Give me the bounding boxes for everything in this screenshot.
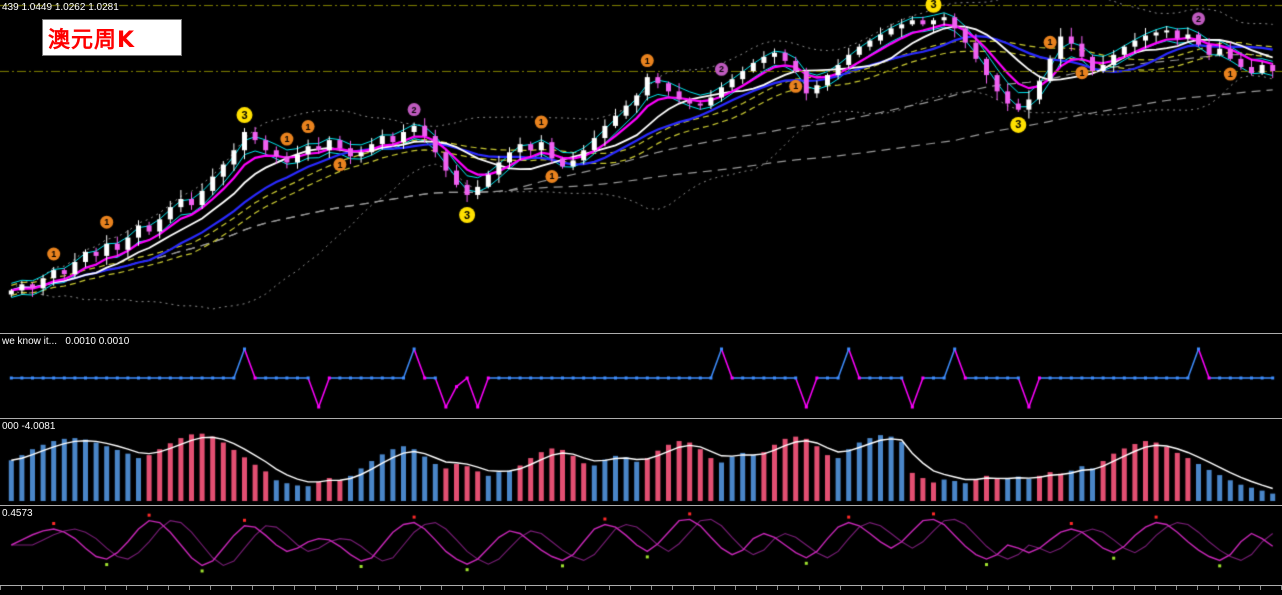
semaphore-indicator-panel: we know it... 0.0010 0.0010: [0, 334, 1282, 418]
main-price-panel: 439 1.0449 1.0262 1.0281 澳元周K: [0, 0, 1282, 333]
panel-separator[interactable]: [0, 333, 1282, 334]
time-axis[interactable]: [0, 585, 1282, 595]
panel-separator[interactable]: [0, 505, 1282, 506]
histogram-indicator-panel: 000 -4.0081: [0, 419, 1282, 505]
oscillator-indicator-canvas[interactable]: [0, 506, 1282, 585]
chart-title: 澳元周K: [48, 27, 136, 53]
oscillator-indicator-panel: 0.4573: [0, 506, 1282, 585]
time-axis-ticks: [0, 586, 1282, 590]
histogram-indicator-canvas[interactable]: [0, 419, 1282, 505]
histogram-indicator-label: 000 -4.0081: [2, 421, 56, 432]
semaphore-indicator-label: we know it... 0.0010 0.0010: [2, 336, 130, 347]
panel-separator[interactable]: [0, 418, 1282, 419]
chart-title-box: 澳元周K: [42, 19, 182, 56]
oscillator-indicator-label: 0.4573: [2, 508, 33, 519]
semaphore-indicator-canvas[interactable]: [0, 334, 1282, 418]
price-chart-canvas[interactable]: [0, 0, 1282, 333]
ohlc-readout: 439 1.0449 1.0262 1.0281: [2, 2, 119, 13]
